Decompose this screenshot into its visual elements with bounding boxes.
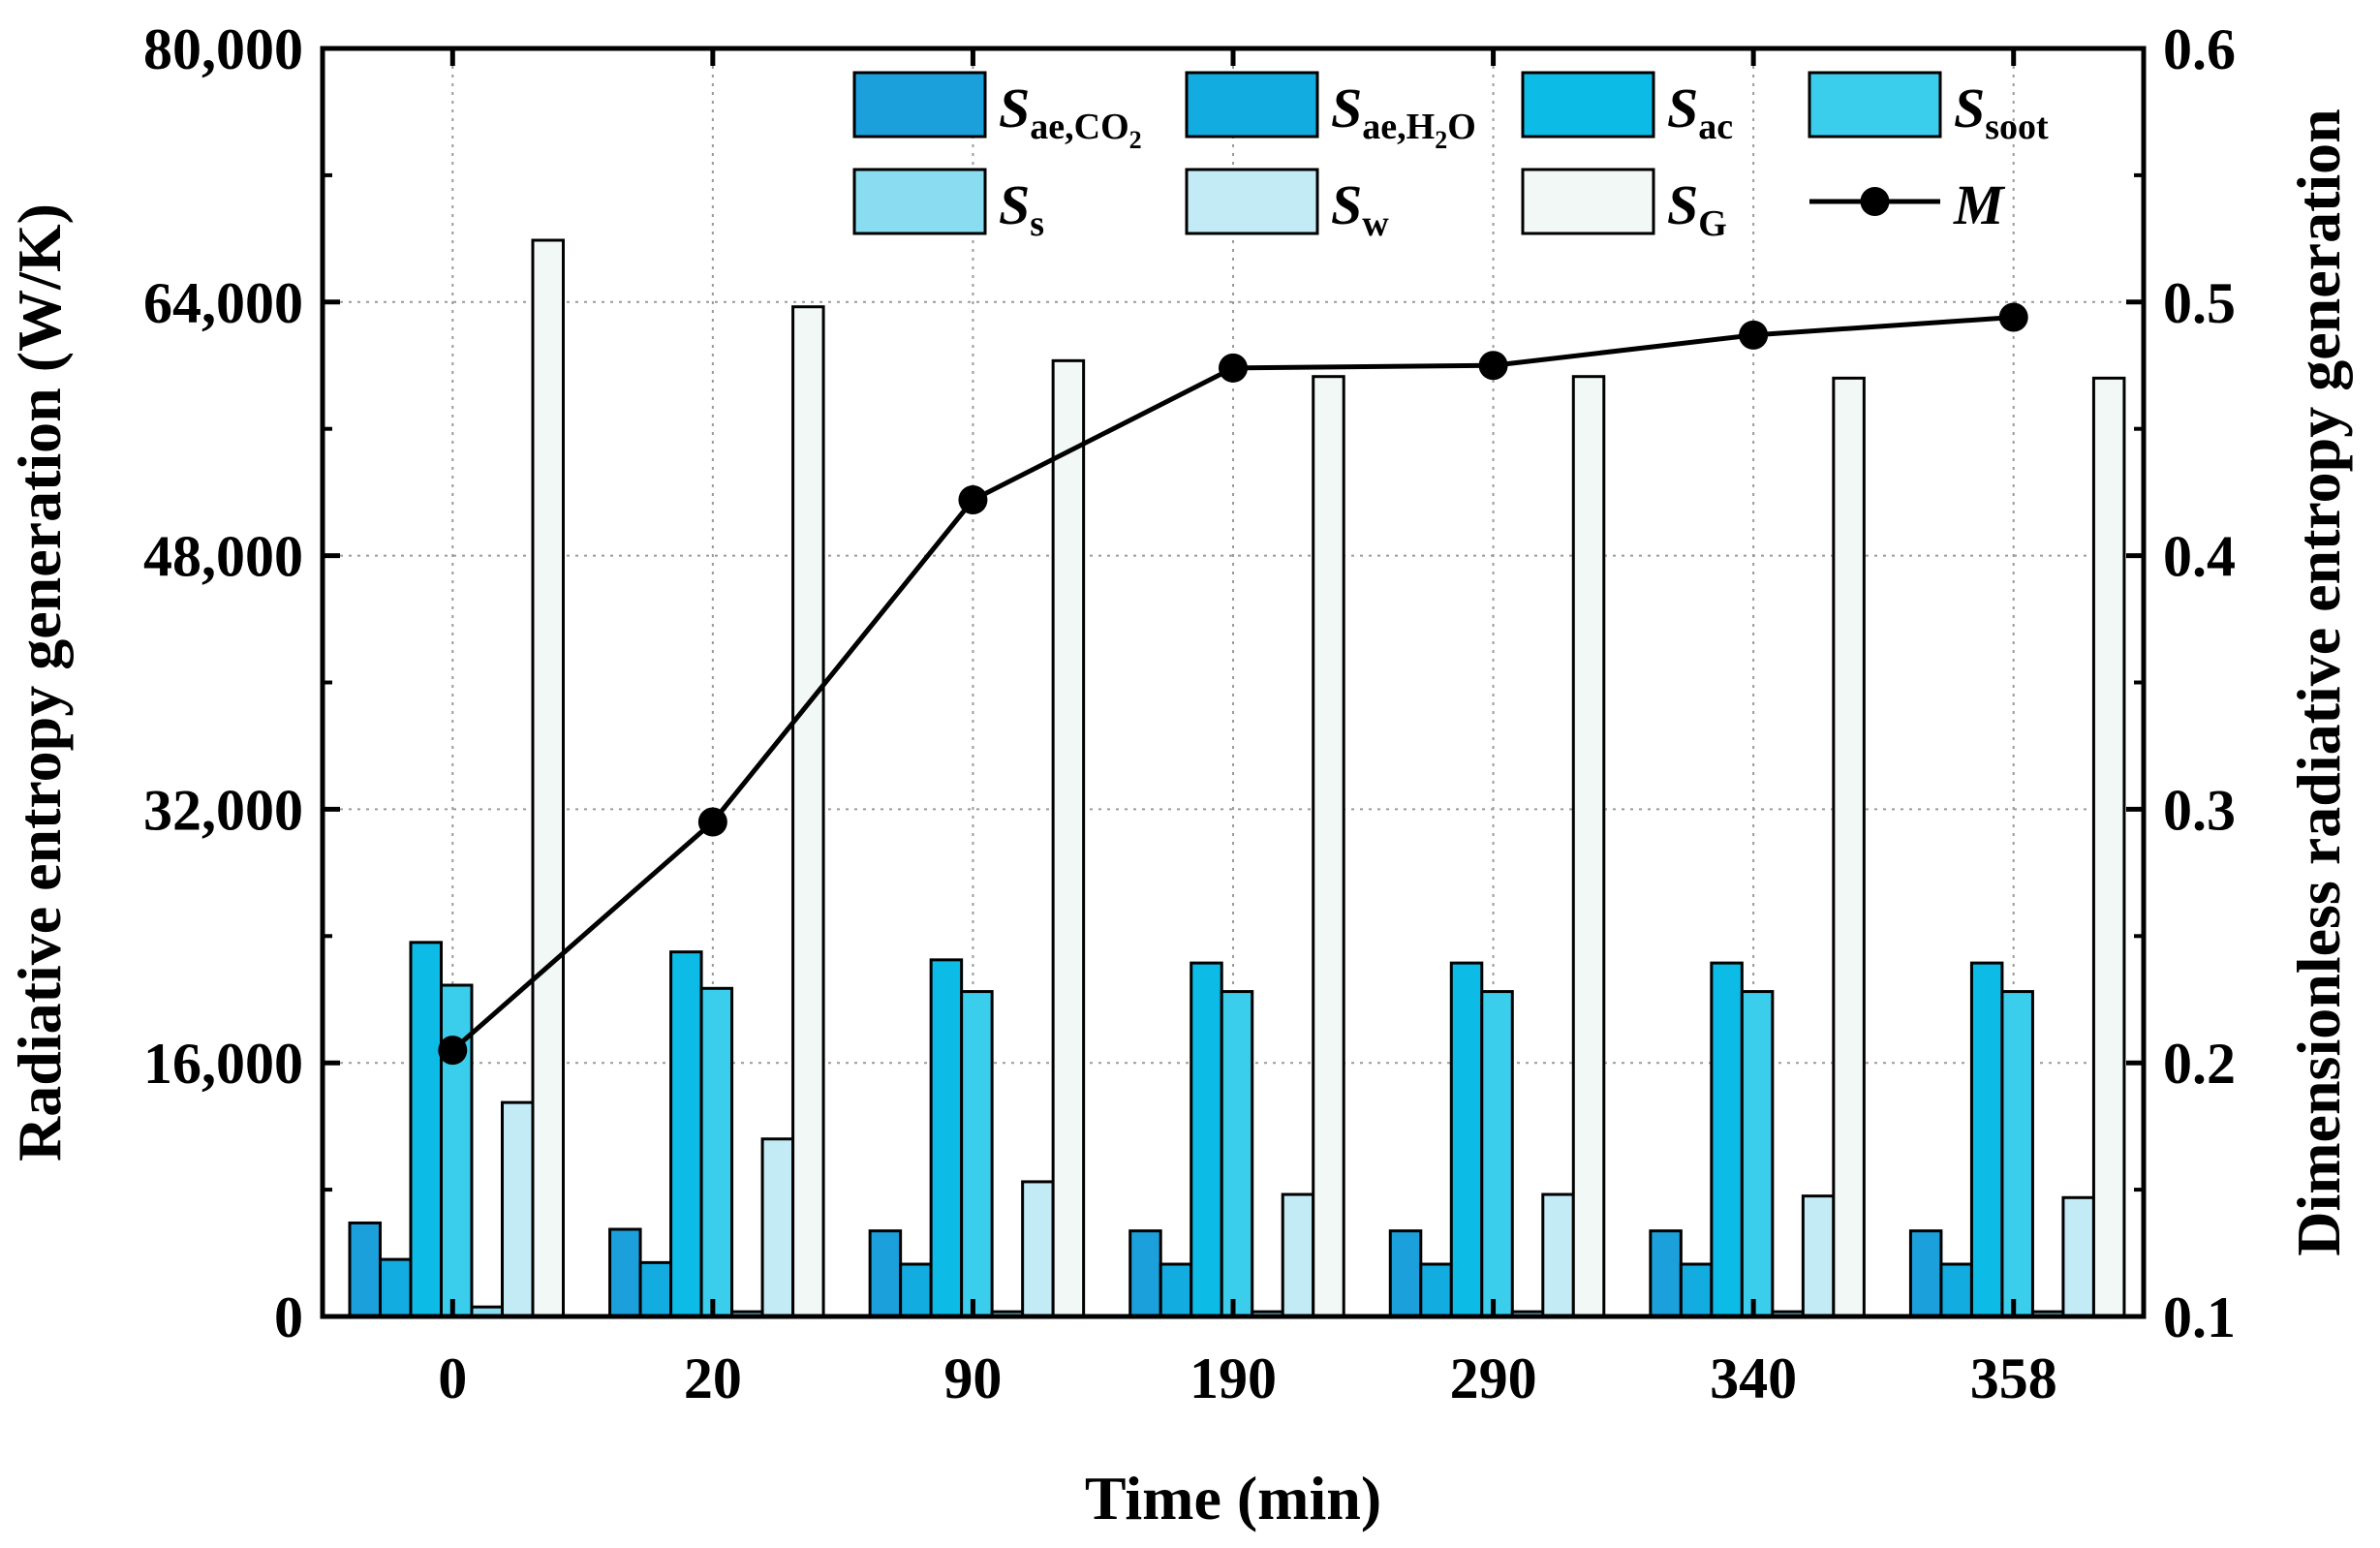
bar-w-190 bbox=[1281, 1192, 1315, 1318]
legend-swatch-1 bbox=[1185, 71, 1319, 139]
legend-swatch-0 bbox=[852, 71, 987, 139]
y-axis-title: Radiative entropy generation (W/K) bbox=[5, 203, 74, 1161]
y-tick-label: 64,000 bbox=[143, 271, 303, 335]
legend-swatch-2 bbox=[1521, 71, 1655, 139]
y-tick-label: 80,000 bbox=[143, 17, 303, 81]
legend-label-6: SG bbox=[1667, 173, 1727, 244]
m-point-290 bbox=[1478, 351, 1508, 381]
bar-ac-190 bbox=[1190, 961, 1223, 1318]
legend-label-0: Sae,CO2 bbox=[999, 77, 1142, 154]
x-tick-label: 190 bbox=[1190, 1347, 1277, 1410]
y-tick-label: 48,000 bbox=[143, 525, 303, 589]
y-tick-label: 32,000 bbox=[143, 778, 303, 842]
bar-aeco-340 bbox=[1649, 1229, 1683, 1318]
x-axis: 0 20 90 190 290 340 358 bbox=[438, 48, 2057, 1410]
bar-soot-340 bbox=[1740, 990, 1775, 1318]
bar-aeh-190 bbox=[1159, 1262, 1193, 1318]
y-tick-label: 0 bbox=[274, 1285, 303, 1349]
y2-tick-label: 0.2 bbox=[2163, 1032, 2236, 1096]
bar-marks bbox=[348, 238, 2126, 1318]
bar-g-90 bbox=[1051, 358, 1086, 1318]
bar-aeco-290 bbox=[1388, 1229, 1423, 1318]
y2-tick-label: 0.5 bbox=[2163, 271, 2236, 335]
bar-ac-20 bbox=[669, 950, 703, 1318]
bar-aeh-20 bbox=[638, 1260, 673, 1318]
bar-w-358 bbox=[2061, 1195, 2095, 1318]
m-point-340 bbox=[1739, 320, 1769, 350]
bar-aeh-90 bbox=[899, 1262, 933, 1318]
bar-w-90 bbox=[1021, 1180, 1055, 1318]
bar-w-20 bbox=[760, 1137, 795, 1318]
y2-tick-label: 0.3 bbox=[2163, 778, 2236, 842]
legend-label-3: Ssoot bbox=[1954, 77, 2049, 147]
y-tick-label: 16,000 bbox=[143, 1032, 303, 1096]
bar-g-290 bbox=[1571, 375, 1606, 1318]
right-axis: 0.1 0.2 0.3 0.4 0.5 0.6 bbox=[2126, 17, 2236, 1349]
x-tick-label: 340 bbox=[1710, 1347, 1797, 1410]
legend-swatch-3 bbox=[1808, 71, 1942, 139]
legend-swatch-5 bbox=[1185, 168, 1319, 235]
x-tick-label: 290 bbox=[1450, 1347, 1537, 1410]
bar-g-20 bbox=[791, 305, 825, 1318]
bar-aeco-358 bbox=[1908, 1229, 1943, 1318]
bar-aeh-290 bbox=[1419, 1262, 1453, 1318]
m-point-90 bbox=[958, 485, 988, 515]
bar-soot-90 bbox=[960, 990, 994, 1318]
m-line-series bbox=[438, 302, 2028, 1066]
m-point-190 bbox=[1219, 353, 1248, 383]
bar-ac-340 bbox=[1710, 961, 1744, 1318]
bar-w-290 bbox=[1541, 1192, 1575, 1318]
bar-g-190 bbox=[1312, 375, 1345, 1318]
legend-label-4: Ss bbox=[999, 173, 1044, 244]
x-tick-label: 20 bbox=[684, 1347, 742, 1410]
legend-label-1: Sae,H2O bbox=[1331, 77, 1476, 154]
legend-label-m: M bbox=[1953, 173, 2006, 236]
bar-w-0 bbox=[501, 1100, 535, 1318]
bar-g-0 bbox=[531, 238, 565, 1318]
y2-tick-label: 0.1 bbox=[2163, 1285, 2236, 1349]
x-tick-label: 358 bbox=[1970, 1347, 2057, 1410]
bar-soot-190 bbox=[1220, 990, 1254, 1318]
legend-swatch-4 bbox=[852, 168, 987, 235]
bar-ac-290 bbox=[1449, 961, 1484, 1318]
bar-aeco-190 bbox=[1128, 1229, 1162, 1318]
left-axis: 0 16,000 32,000 48,000 64,000 80,000 bbox=[143, 17, 340, 1349]
bar-soot-358 bbox=[2000, 990, 2034, 1318]
bar-w-340 bbox=[1801, 1194, 1836, 1318]
legend-label-5: Sw bbox=[1331, 173, 1389, 244]
bar-ac-358 bbox=[1969, 961, 2004, 1318]
bar-aeco-20 bbox=[608, 1227, 642, 1318]
x-tick-label: 0 bbox=[438, 1347, 467, 1410]
x-tick-label: 90 bbox=[943, 1347, 1002, 1410]
legend: Sae,CO2 Sae,H2O Sac Ssoot Ss Sw SG M bbox=[852, 71, 2049, 244]
legend-swatch-6 bbox=[1521, 168, 1655, 235]
bar-ac-90 bbox=[929, 958, 964, 1318]
bar-soot-290 bbox=[1480, 990, 1514, 1318]
legend-marker-m bbox=[1860, 187, 1890, 216]
bar-g-358 bbox=[2091, 376, 2126, 1318]
bar-ac-0 bbox=[409, 941, 443, 1318]
m-point-358 bbox=[1998, 302, 2028, 332]
legend-label-2: Sac bbox=[1667, 77, 1733, 147]
m-point-20 bbox=[697, 807, 727, 837]
y2-tick-label: 0.6 bbox=[2163, 17, 2236, 81]
bar-g-340 bbox=[1832, 376, 1866, 1318]
y2-axis-title: Dimensionless radiative entropy generati… bbox=[2284, 108, 2353, 1256]
bar-aeco-0 bbox=[348, 1221, 382, 1318]
y2-tick-label: 0.4 bbox=[2163, 525, 2236, 589]
x-axis-title: Time (min) bbox=[1085, 1464, 1381, 1533]
m-point-0 bbox=[438, 1036, 468, 1066]
bar-soot-20 bbox=[699, 986, 734, 1318]
bar-aeco-90 bbox=[868, 1229, 903, 1318]
bar-aeh-0 bbox=[379, 1257, 413, 1318]
bar-aeh-358 bbox=[1939, 1262, 1973, 1318]
bar-aeh-340 bbox=[1679, 1262, 1714, 1318]
